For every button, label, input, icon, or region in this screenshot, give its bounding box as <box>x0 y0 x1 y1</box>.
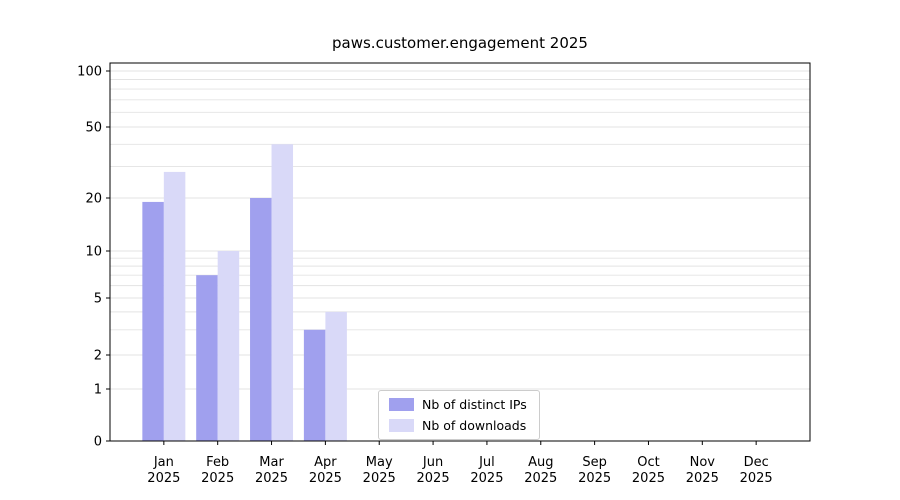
x-tick-label-year: 2025 <box>255 471 288 486</box>
x-tick-label-month: Nov <box>690 455 716 470</box>
x-tick-label-year: 2025 <box>309 471 342 486</box>
bar-jan-series1 <box>163 171 186 441</box>
y-tick-label: 1 <box>94 383 102 398</box>
x-tick-label-year: 2025 <box>147 471 180 486</box>
y-tick-label: 2 <box>94 349 102 364</box>
x-tick-label-year: 2025 <box>740 471 773 486</box>
bar-feb-series1 <box>217 251 240 441</box>
x-tick-label-month: Dec <box>744 455 769 470</box>
y-tick-label: 0 <box>94 435 102 450</box>
bar-jan-series0 <box>142 201 164 441</box>
x-tick-label-month: Apr <box>314 455 337 470</box>
bar-mar-series0 <box>250 198 272 441</box>
legend-entry-downloads: Nb of downloads <box>389 418 527 433</box>
x-tick-label-year: 2025 <box>417 471 450 486</box>
downloads-swatch <box>389 419 414 432</box>
bar-apr-series0 <box>303 329 326 441</box>
x-tick-label-month: Jan <box>153 455 174 470</box>
legend: Nb of distinct IPs Nb of downloads <box>378 390 540 440</box>
x-tick-label-month: Sep <box>582 455 607 470</box>
x-tick-label-month: Oct <box>637 455 659 470</box>
y-tick-label: 5 <box>94 292 102 307</box>
x-tick-label-month: Jul <box>478 455 495 470</box>
plot-border <box>109 62 811 442</box>
chart-title: paws.customer.engagement 2025 <box>332 34 588 52</box>
y-tick-label: 100 <box>77 65 102 80</box>
x-tick-label-year: 2025 <box>578 471 611 486</box>
bar-mar-series1 <box>271 144 294 441</box>
x-tick-label-year: 2025 <box>524 471 557 486</box>
bar-feb-series0 <box>196 275 218 441</box>
legend-label-distinct-ips: Nb of distinct IPs <box>422 397 527 412</box>
y-tick-label: 20 <box>85 192 102 207</box>
distinct-ips-swatch <box>389 398 414 411</box>
x-tick-label-year: 2025 <box>201 471 234 486</box>
x-tick-label-year: 2025 <box>686 471 719 486</box>
bar-apr-series1 <box>325 311 347 441</box>
x-tick-label-year: 2025 <box>470 471 503 486</box>
x-tick-label-month: Jun <box>422 455 443 470</box>
x-tick-label-year: 2025 <box>363 471 396 486</box>
x-tick-label-year: 2025 <box>632 471 665 486</box>
legend-entry-distinct-ips: Nb of distinct IPs <box>389 397 527 412</box>
x-tick-label-month: May <box>366 455 393 470</box>
legend-label-downloads: Nb of downloads <box>422 418 527 433</box>
y-tick-label: 50 <box>85 121 102 136</box>
x-tick-label-month: Mar <box>259 455 284 470</box>
y-tick-label: 10 <box>85 245 102 260</box>
x-tick-label-month: Feb <box>206 455 229 470</box>
x-tick-label-month: Aug <box>528 455 553 470</box>
